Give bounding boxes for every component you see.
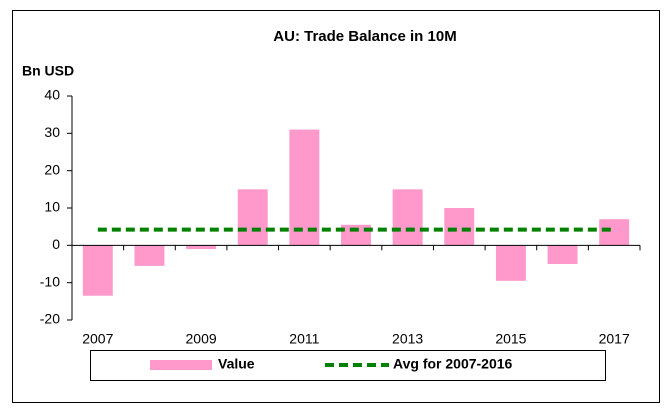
- legend-label: Avg for 2007-2016: [393, 356, 513, 372]
- y-tick-label: -20: [40, 311, 60, 327]
- x-tick-label: 2009: [186, 331, 217, 347]
- chart-frame: [12, 10, 660, 403]
- x-tick-label: 2013: [392, 331, 423, 347]
- bar: [392, 189, 423, 246]
- x-tick-label: 2007: [82, 331, 113, 347]
- chart-title: AU: Trade Balance in 10M: [273, 28, 456, 45]
- bar: [82, 245, 113, 296]
- bar: [547, 245, 578, 264]
- y-tick-label: 20: [44, 161, 60, 177]
- x-tick-label: 2017: [599, 331, 630, 347]
- y-tick-label: 10: [44, 199, 60, 215]
- x-tick-label: 2011: [289, 331, 319, 347]
- y-axis-label: Bn USD: [22, 63, 74, 79]
- bar: [186, 245, 217, 250]
- bar: [237, 189, 268, 246]
- y-tick-label: 30: [44, 124, 60, 140]
- bar: [599, 219, 630, 246]
- bar: [134, 245, 165, 266]
- y-tick-label: 40: [44, 87, 60, 103]
- y-tick-label: -10: [40, 273, 60, 289]
- bar: [444, 208, 475, 246]
- legend-swatch: [150, 360, 212, 370]
- bar: [341, 224, 371, 246]
- x-tick-label: 2015: [495, 331, 526, 347]
- bar: [289, 129, 320, 246]
- bar: [495, 245, 526, 281]
- legend-label: Value: [218, 356, 255, 372]
- y-tick-label: 0: [52, 236, 60, 252]
